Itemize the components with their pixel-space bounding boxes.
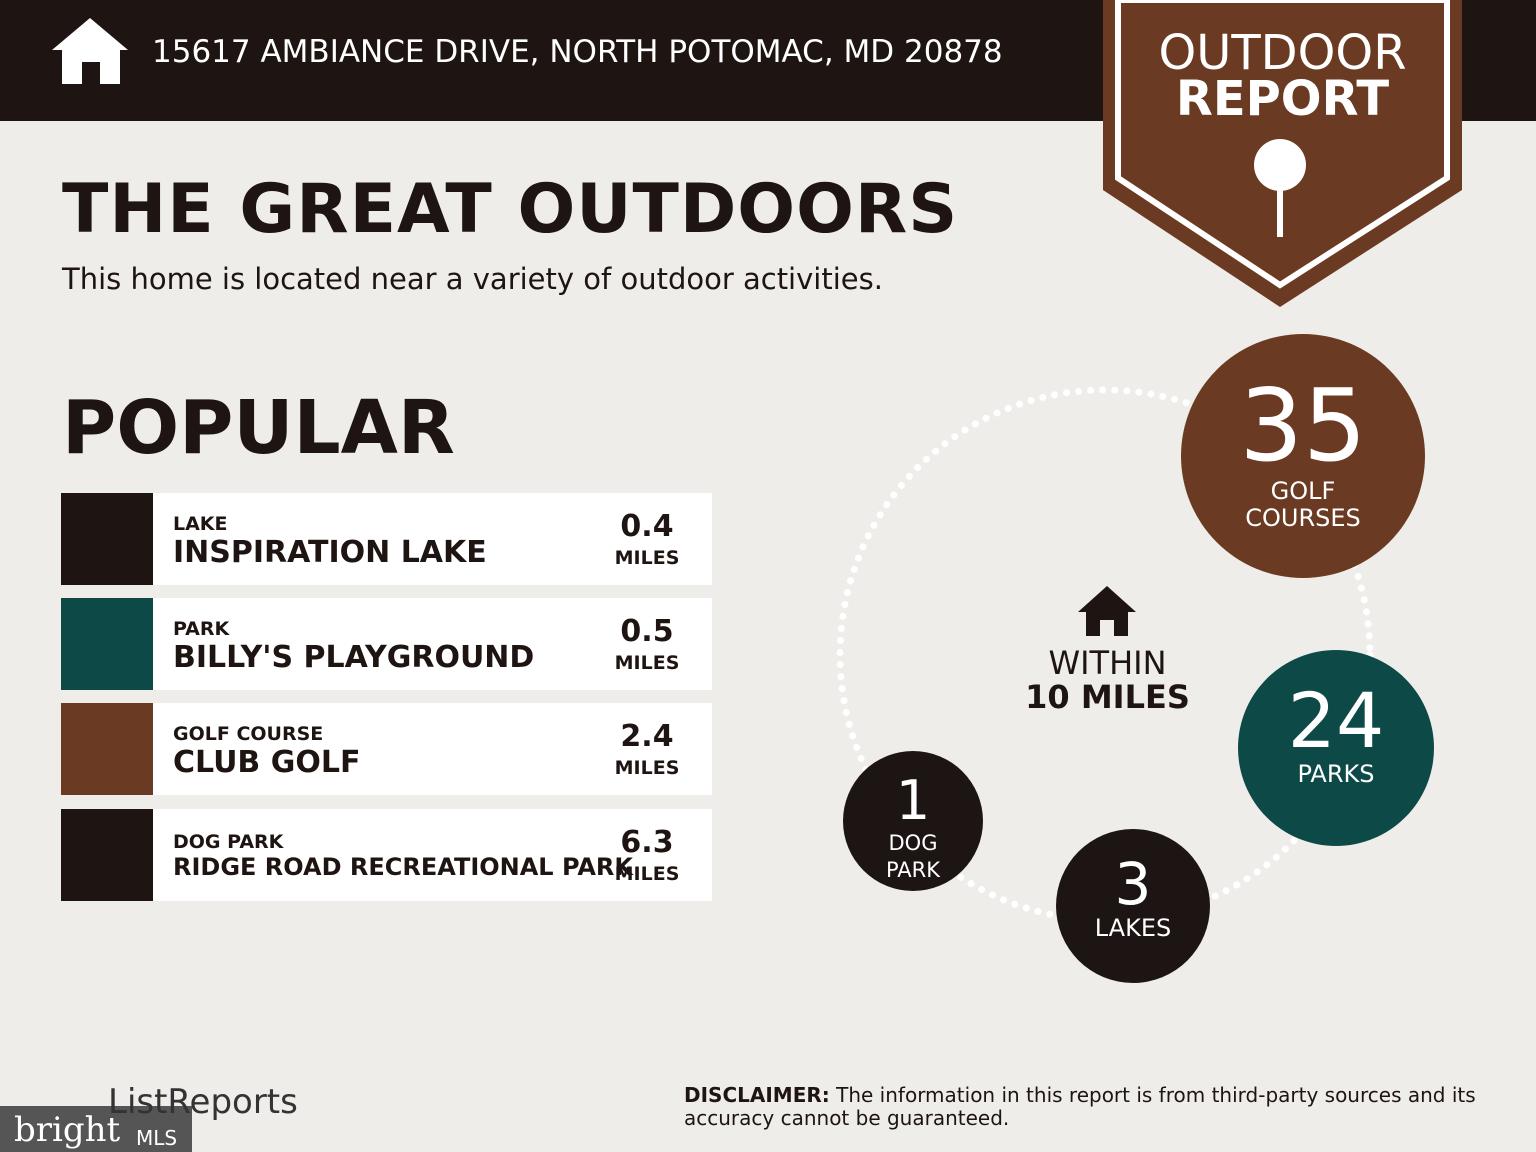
mls-brand: bright xyxy=(14,1110,121,1150)
home-icon xyxy=(1078,586,1136,636)
distance: 0.5 xyxy=(620,614,674,649)
count: 3 LAKES xyxy=(1056,849,1210,942)
activity-row: DOG PARK RIDGE ROAD RECREATIONAL PARK 6.3 M… xyxy=(61,809,712,901)
count-circle xyxy=(1238,650,1434,846)
subtitle: This home is located near a variety of o… xyxy=(62,262,883,296)
disclaimer-label: DISCLAIMER: xyxy=(684,1083,830,1107)
activity-name: CLUB GOLF xyxy=(173,745,361,780)
badge-text: REPORT xyxy=(1175,71,1390,127)
activity-category: LAKE xyxy=(173,513,228,535)
range-ring xyxy=(836,386,1374,924)
within-text: WITHIN xyxy=(1048,644,1167,682)
activity-row: GOLF COURSE CLUB GOLF 2.4 MILES xyxy=(61,703,712,795)
activity-name: INSPIRATION LAKE xyxy=(173,535,487,570)
activity-category: GOLF COURSE xyxy=(173,723,324,745)
count-number: 1 xyxy=(895,769,931,833)
activity-icon xyxy=(61,493,153,585)
count-label: LAKES xyxy=(1094,913,1172,942)
brand: ListReports xyxy=(108,1082,298,1122)
count-label: PARKS xyxy=(1297,760,1375,789)
count-label: PARK xyxy=(885,858,941,883)
count: 1 DOG PARK xyxy=(843,773,983,884)
count-label: GOLF xyxy=(1270,477,1336,506)
count-circle xyxy=(1056,829,1210,983)
disclaimer-text: The information in this report is from t… xyxy=(684,1083,1476,1130)
within-text: 10 MILES xyxy=(1025,678,1190,716)
count-number: 35 xyxy=(1239,367,1367,485)
section-heading: POPULAR xyxy=(62,385,455,471)
count-label: COURSES xyxy=(1245,504,1361,533)
activity-icon xyxy=(61,598,153,690)
count-number: 3 xyxy=(1114,849,1152,918)
count-circle xyxy=(1181,334,1425,578)
title: THE GREAT OUTDOORS xyxy=(62,170,959,249)
mls: MLS xyxy=(136,1126,178,1150)
disclaimer: DISCLAIMER: The information in this repo… xyxy=(684,1084,1504,1130)
distance-unit: MILES xyxy=(614,863,680,885)
count: 24 PARKS xyxy=(1238,681,1434,788)
distance: 2.4 xyxy=(620,719,674,754)
activity-row: LAKE INSPIRATION LAKE 0.4 MILES xyxy=(61,493,712,585)
activity-name: RIDGE ROAD RECREATIONAL PARK xyxy=(173,853,633,881)
activity-name: BILLY'S PLAYGROUND xyxy=(173,640,535,675)
distance-unit: MILES xyxy=(614,547,680,569)
activity-category: DOG PARK xyxy=(173,831,284,853)
address: 15617 AMBIANCE DRIVE, NORTH POTOMAC, MD … xyxy=(152,34,1003,70)
distance-unit: MILES xyxy=(614,757,680,779)
activity-row: PARK BILLY'S PLAYGROUND 0.5 MILES xyxy=(61,598,712,690)
count: 35 GOLF COURSES xyxy=(1181,373,1425,532)
count-number: 24 xyxy=(1287,676,1385,766)
activity-icon xyxy=(61,703,153,795)
activity-category: PARK xyxy=(173,618,230,640)
count-label: DOG xyxy=(888,831,938,856)
count-circle xyxy=(843,751,983,891)
badge-text: OUTDOOR xyxy=(1158,25,1407,81)
home-icon xyxy=(52,18,128,84)
distance: 0.4 xyxy=(620,509,674,544)
distance: 6.3 xyxy=(620,825,674,860)
activity-icon xyxy=(61,809,153,901)
distance-unit: MILES xyxy=(614,652,680,674)
